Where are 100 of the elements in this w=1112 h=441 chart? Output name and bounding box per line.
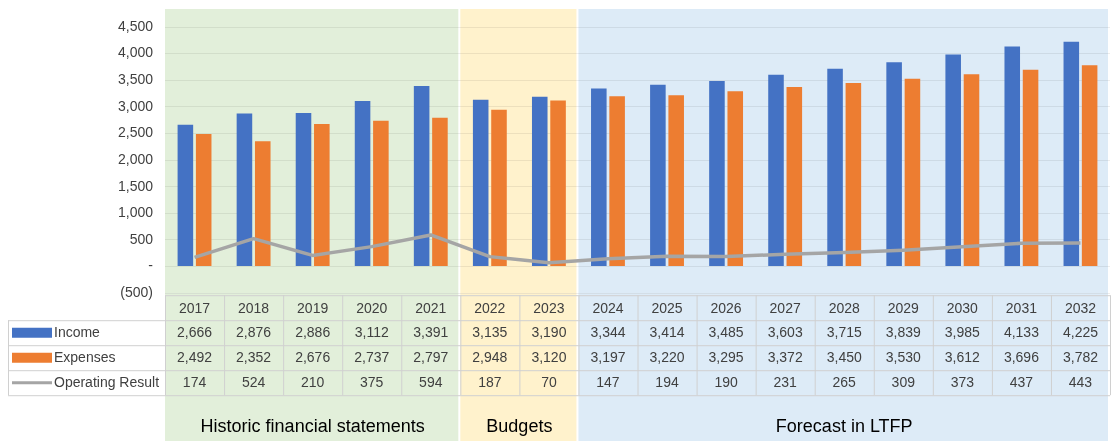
x-tick-label: 2022	[474, 300, 506, 317]
data-label: 174	[182, 373, 207, 390]
data-label: 2,666	[177, 323, 213, 340]
y-tick-label: 1,500	[117, 177, 154, 194]
data-label: 70	[541, 373, 557, 390]
bar	[531, 96, 548, 267]
bar	[904, 78, 921, 267]
data-label: 375	[360, 373, 384, 390]
bar	[709, 81, 725, 267]
bar	[945, 54, 961, 267]
bar	[432, 117, 448, 267]
band-label: Historic financial statements	[200, 415, 425, 436]
data-label: 3,112	[354, 323, 389, 340]
y-tick-label: 500	[129, 230, 154, 247]
bar	[472, 99, 489, 267]
data-label: 3,985	[944, 323, 981, 340]
data-label: 3,530	[885, 348, 922, 365]
band-label: Budgets	[486, 415, 553, 436]
bar	[254, 141, 271, 267]
bar	[373, 120, 389, 267]
data-label: 594	[419, 373, 443, 390]
bar	[845, 82, 862, 267]
band-label: Forecast in LTFP	[775, 415, 913, 436]
data-label: 3,782	[1062, 348, 1099, 365]
bar	[413, 86, 430, 267]
data-label: 265	[832, 373, 857, 390]
x-tick-label: 2020	[356, 300, 388, 317]
bar	[727, 91, 744, 267]
data-label: 524	[241, 373, 266, 390]
legend-label: Income	[54, 323, 101, 340]
data-label: 3,344	[590, 323, 626, 340]
data-label: 231	[773, 373, 798, 390]
x-tick-label: 2026	[710, 300, 742, 317]
data-label: 147	[596, 373, 620, 390]
x-tick-label: 2018	[238, 300, 270, 317]
data-label: 3,839	[885, 323, 922, 340]
bar	[768, 74, 784, 267]
bar	[195, 133, 212, 267]
data-label: 194	[655, 373, 679, 390]
x-tick-label: 2027	[769, 300, 801, 317]
x-tick-label: 2031	[1005, 300, 1038, 317]
legend-label: Operating Result	[54, 373, 160, 390]
data-label: 3,372	[767, 348, 803, 365]
data-label: 3,715	[826, 323, 862, 340]
x-tick-label: 2032	[1064, 300, 1097, 317]
data-label: 2,886	[295, 323, 331, 340]
data-label: 2,948	[472, 348, 508, 365]
x-tick-label: 2024	[592, 300, 624, 317]
y-tick-label: 4,000	[117, 44, 154, 61]
data-label: 3,120	[531, 348, 567, 365]
bar	[1004, 46, 1021, 267]
y-tick-label: -	[148, 257, 154, 274]
data-label: 2,797	[413, 348, 449, 365]
bar	[1081, 65, 1098, 267]
data-label: 443	[1068, 373, 1093, 390]
bar	[177, 124, 194, 267]
data-label: 3,450	[826, 348, 862, 365]
data-label: 2,676	[295, 348, 331, 365]
bar	[491, 109, 507, 267]
data-label: 190	[714, 373, 738, 390]
data-label: 3,485	[708, 323, 744, 340]
bar	[550, 100, 566, 267]
data-label: 3,295	[708, 348, 744, 365]
y-tick-label: 2,500	[117, 124, 154, 141]
data-label: 373	[950, 373, 975, 390]
bar	[295, 112, 312, 267]
data-label: 309	[891, 373, 916, 390]
x-tick-label: 2023	[533, 300, 565, 317]
data-label: 3,603	[767, 323, 803, 340]
y-tick-label: 3,000	[117, 97, 154, 114]
data-label: 437	[1009, 373, 1034, 390]
data-label: 2,737	[354, 348, 390, 365]
data-label: 2,492	[177, 348, 213, 365]
bar	[314, 124, 330, 267]
x-tick-label: 2021	[415, 300, 447, 317]
x-tick-label: 2017	[178, 300, 211, 317]
data-label: 187	[478, 373, 502, 390]
data-label: 4,225	[1062, 323, 1099, 340]
x-tick-label: 2029	[887, 300, 920, 317]
y-tick-label: 2,000	[117, 150, 154, 167]
data-label: 3,135	[472, 323, 508, 340]
bar	[963, 74, 980, 267]
data-label: 3,197	[590, 348, 626, 365]
x-tick-label: 2030	[946, 300, 979, 317]
bar	[650, 84, 666, 267]
data-label: 3,414	[649, 323, 685, 340]
bar	[236, 113, 253, 267]
x-tick-label: 2019	[297, 300, 329, 317]
data-label: 3,696	[1003, 348, 1040, 365]
y-tick-label: (500)	[120, 284, 153, 301]
legend-label: Expenses	[54, 348, 116, 365]
data-label: 4,133	[1003, 323, 1040, 340]
y-tick-label: 3,500	[117, 71, 154, 88]
x-tick-label: 2028	[828, 300, 860, 317]
data-label: 3,220	[649, 348, 685, 365]
bar	[354, 100, 371, 267]
data-label: 3,612	[944, 348, 981, 365]
data-label: 210	[300, 373, 325, 390]
bar	[786, 87, 803, 267]
y-tick-label: 1,000	[117, 204, 154, 221]
